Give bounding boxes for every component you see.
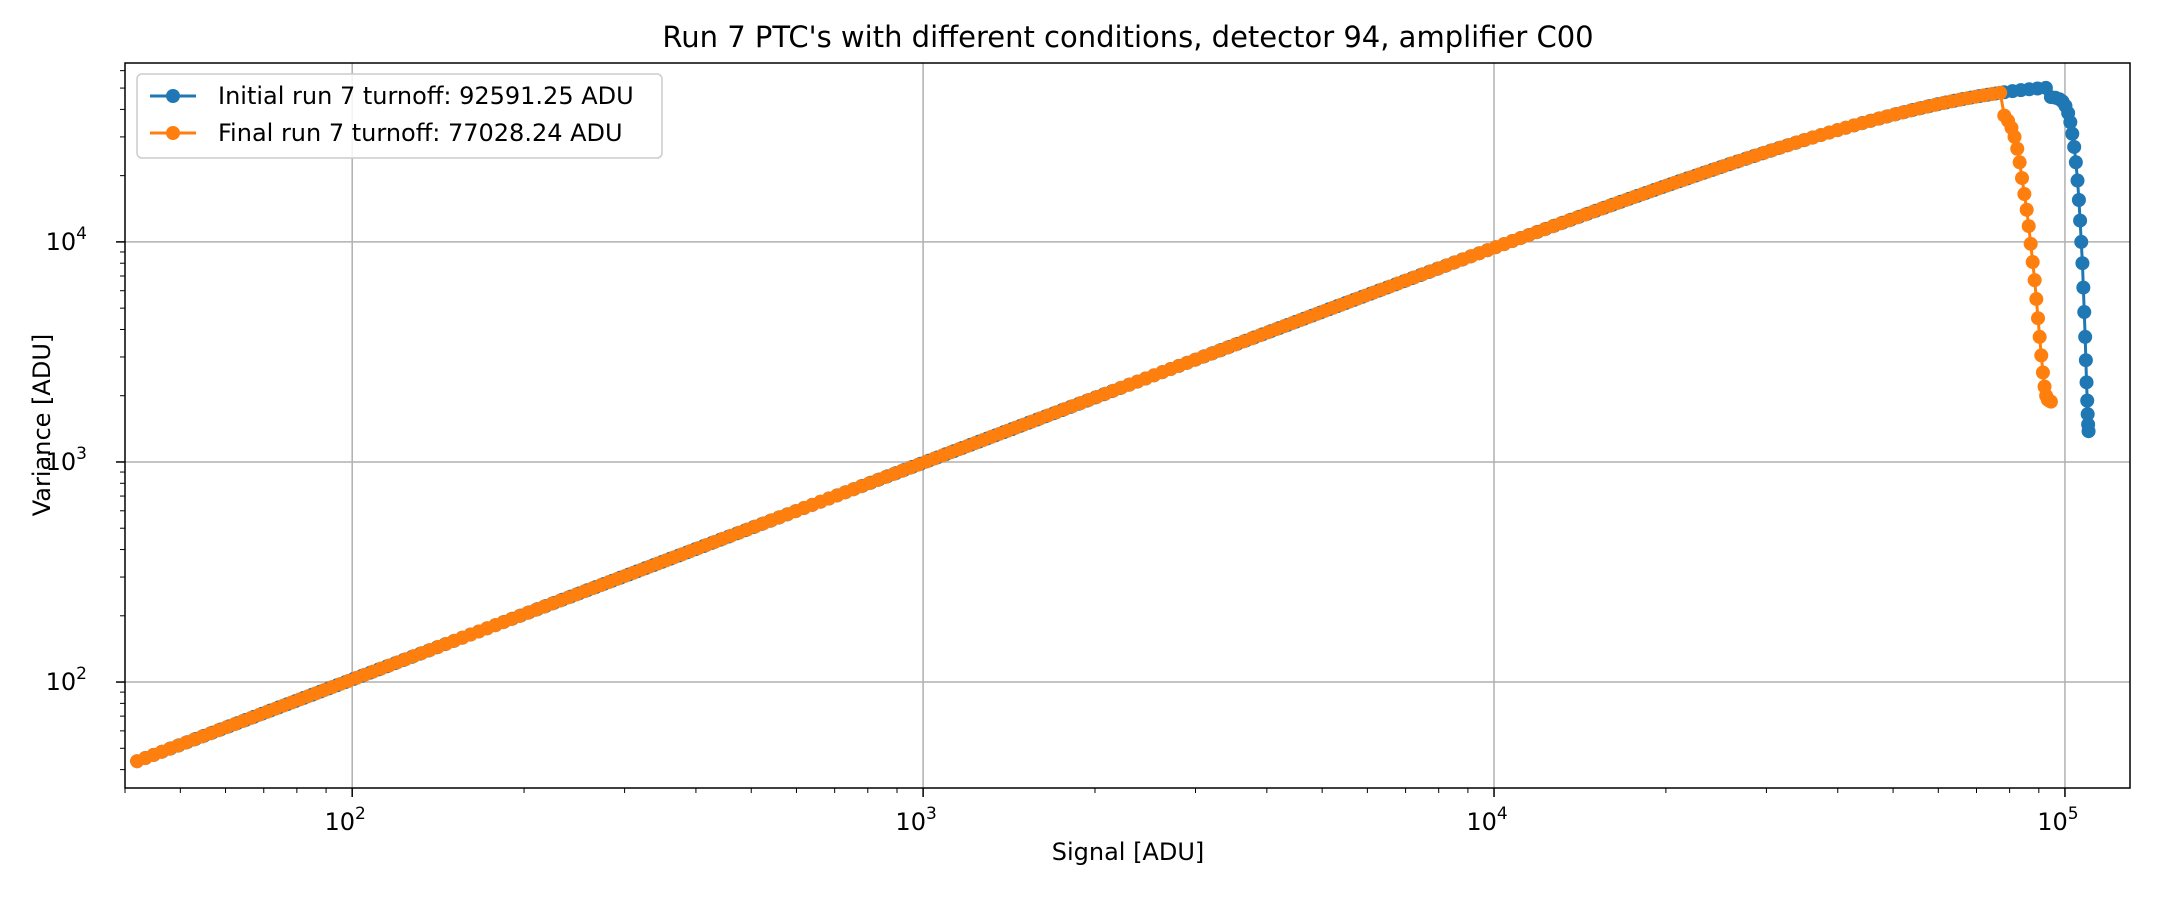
- data-point: [2027, 273, 2042, 288]
- legend-marker-initial: [166, 89, 180, 103]
- data-point: [2065, 126, 2080, 141]
- data-point: [2067, 139, 2082, 154]
- data-point: [2034, 348, 2049, 363]
- legend-label-final: Final run 7 turnoff: 77028.24 ADU: [218, 119, 623, 147]
- chart-title: Run 7 PTC's with different conditions, d…: [662, 20, 1593, 54]
- data-point: [2079, 375, 2094, 390]
- legend-box: [136, 73, 663, 159]
- data-point: [2078, 329, 2093, 344]
- legend: Initial run 7 turnoff: 92591.25 ADU Fina…: [136, 73, 663, 159]
- data-point: [2021, 219, 2036, 234]
- data-point: [2068, 155, 2083, 170]
- data-point: [2012, 155, 2027, 170]
- data-point: [2035, 365, 2050, 380]
- data-point: [2070, 173, 2085, 188]
- grid-lines: [125, 63, 2130, 788]
- data-point: [2077, 305, 2092, 320]
- x-tick-label: 103: [895, 804, 936, 836]
- data-point: [2017, 187, 2032, 202]
- data-point: [2074, 234, 2089, 249]
- data-point: [2010, 141, 2025, 156]
- data-point: [2080, 407, 2095, 422]
- y-tick-label: 102: [46, 664, 87, 696]
- data-point: [2007, 129, 2022, 144]
- x-axis-label: Signal [ADU]: [1052, 838, 1205, 866]
- data-point: [2025, 255, 2040, 270]
- y-axis-label: Variance [ADU]: [28, 334, 56, 517]
- data-point: [2032, 329, 2047, 344]
- legend-marker-final: [166, 126, 180, 140]
- series-1: [130, 85, 2058, 769]
- data-point: [2071, 193, 2086, 208]
- data-point: [2073, 213, 2088, 228]
- data-point: [2019, 202, 2034, 217]
- data-point: [2043, 394, 2058, 409]
- data-point: [2029, 292, 2044, 307]
- data-point: [2031, 311, 2045, 326]
- data-point: [2023, 236, 2038, 251]
- data-point: [2015, 171, 2030, 186]
- legend-label-initial: Initial run 7 turnoff: 92591.25 ADU: [218, 82, 634, 110]
- plot-frame: [124, 62, 2131, 789]
- data-point: [2080, 393, 2095, 408]
- axis-ticks: [116, 70, 2066, 797]
- series-layer: [130, 80, 2096, 769]
- data-point: [2063, 115, 2078, 130]
- data-point: [2081, 424, 2096, 439]
- data-point: [2076, 280, 2091, 295]
- data-point: [1993, 85, 2008, 100]
- data-point: [2075, 256, 2090, 271]
- data-point: [2078, 353, 2093, 368]
